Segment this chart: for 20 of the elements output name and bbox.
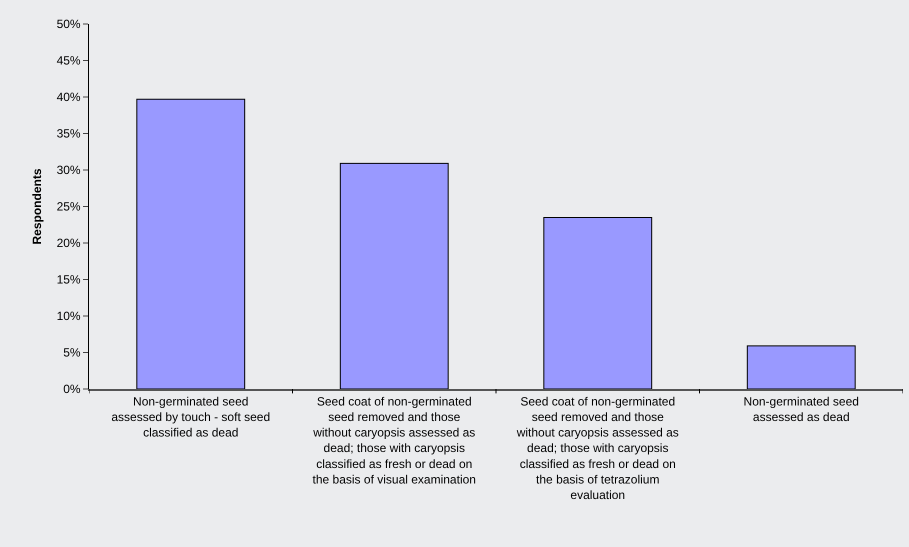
y-tick-label: 20% bbox=[56, 236, 81, 250]
y-tick-label: 40% bbox=[56, 90, 81, 104]
y-tick-label: 0% bbox=[63, 382, 81, 396]
y-tick-label: 25% bbox=[56, 200, 81, 214]
bar bbox=[136, 98, 246, 389]
y-tick-label: 50% bbox=[56, 17, 81, 32]
y-tick-label: 30% bbox=[56, 163, 81, 178]
bar bbox=[543, 216, 652, 389]
x-tick-label: Seed coat of non-germinated seed removed and those without caryopsis assessed as dead; those with caryopsis classified as fresh or dead on the basis of visual examination bbox=[312, 394, 476, 486]
y-axis-title: Respondents bbox=[30, 168, 44, 245]
x-tick-label: Non-germinated seed assessed by touch - soft seed classified as dead bbox=[111, 394, 270, 440]
y-tick-label: 45% bbox=[56, 54, 81, 68]
bar bbox=[340, 162, 449, 389]
y-tick-label: 10% bbox=[56, 309, 81, 324]
y-tick-label: 5% bbox=[63, 346, 81, 360]
y-tick-label: 35% bbox=[56, 126, 81, 141]
x-tick-label: Non-germinated seed assessed as dead bbox=[744, 394, 859, 424]
bar bbox=[746, 345, 856, 389]
y-tick-label: 15% bbox=[56, 272, 81, 287]
x-tick-label: Seed coat of non-germinated seed removed and those without caryopsis assessed as dead; those with caryopsis classified as fresh or dead on the basis of tetrazolium evaluation bbox=[516, 394, 679, 502]
